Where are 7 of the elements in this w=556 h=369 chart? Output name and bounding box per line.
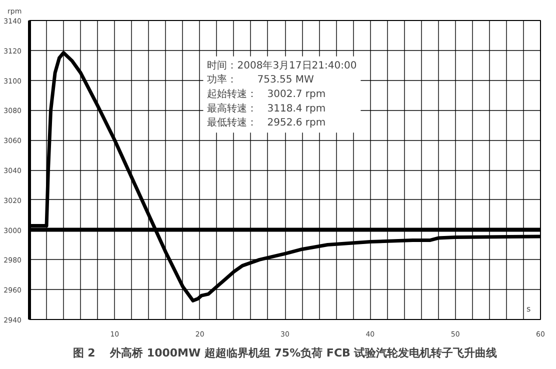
annotation: 功率： 753.55 MW <box>207 74 314 86</box>
text: 图 2 外高桥 1000MW 超超临界机组 75%负荷 FCB 试验汽轮发电机转子飞升曲线 <box>72 346 498 360</box>
annotation: 时间：2008年3月17日21:40:00 <box>207 59 357 72</box>
x-axis-title: s <box>526 304 531 314</box>
annotation: 最高转速： 3118.4 rpm <box>207 102 326 114</box>
annotation: 最低转速： 2952.6 rpm <box>207 116 326 129</box>
annotation: 起始转速： 3002.7 rpm <box>207 88 326 100</box>
